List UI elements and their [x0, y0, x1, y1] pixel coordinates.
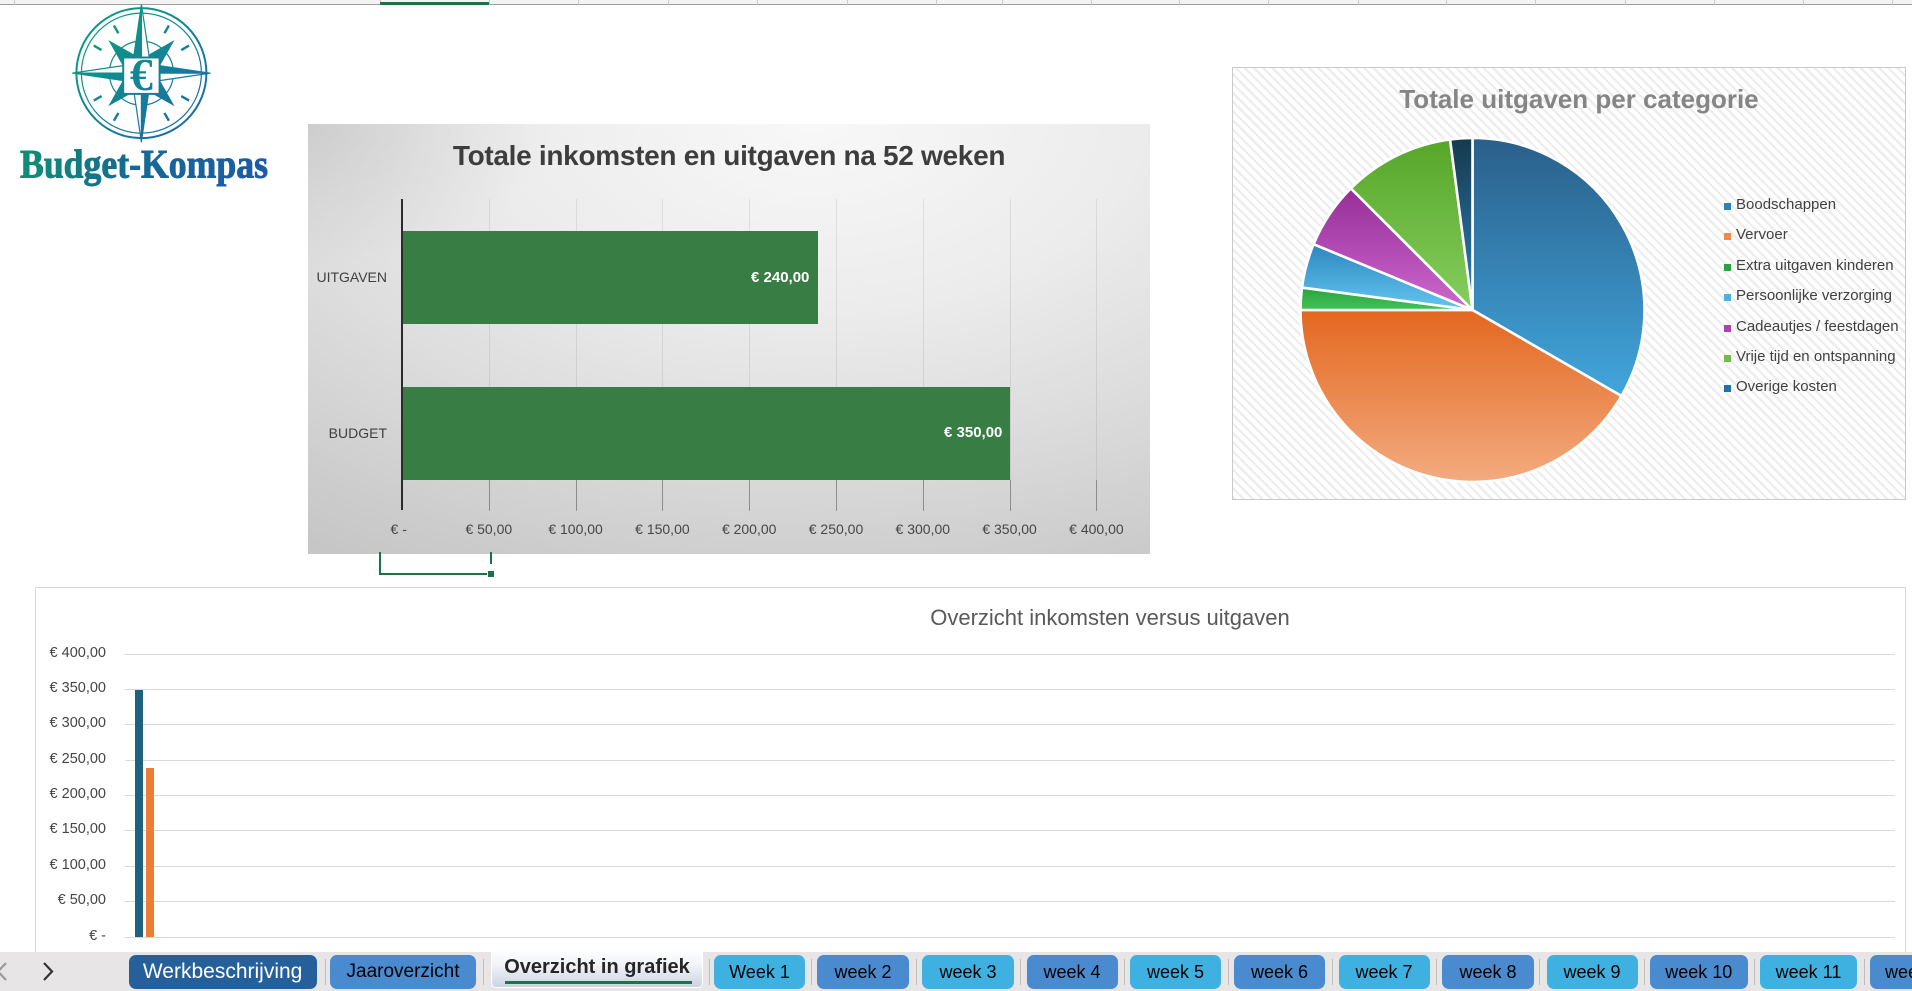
- svg-text:€: €: [130, 49, 153, 100]
- svg-text:Budget-Kompas: Budget-Kompas: [20, 142, 268, 187]
